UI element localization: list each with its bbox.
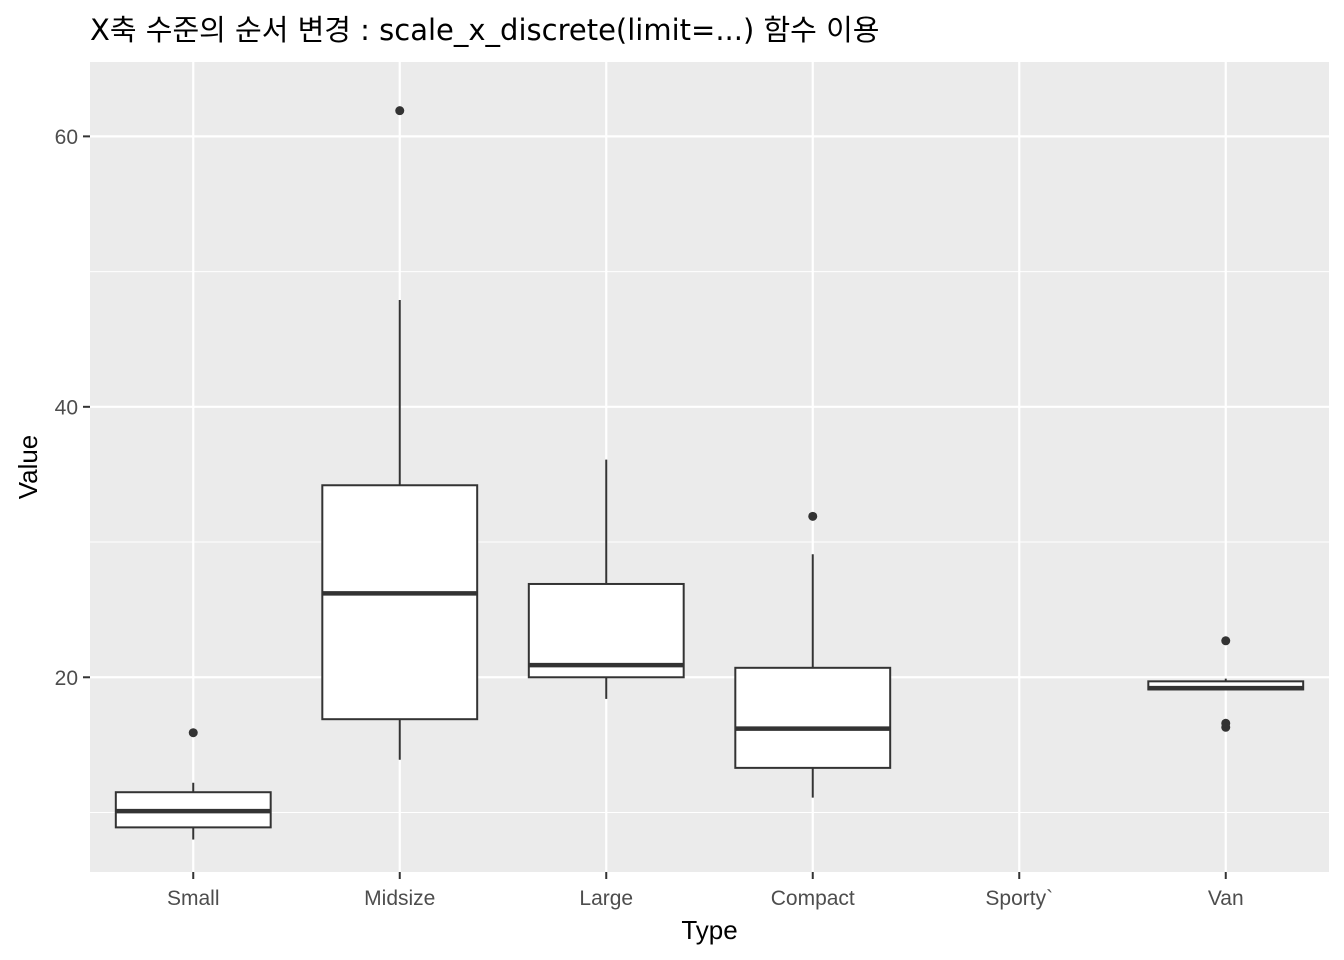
box-body <box>734 666 892 769</box>
minor-gridlines <box>90 271 1329 814</box>
box-body <box>527 582 685 679</box>
outlier-point <box>1221 636 1231 646</box>
y-tick-label: 40 <box>55 396 78 419</box>
x-tick-label: Small <box>167 887 220 910</box>
outlier-point <box>395 106 405 116</box>
box-large <box>527 459 685 699</box>
x-tick-label: Midsize <box>364 887 435 910</box>
box-van <box>1147 636 1305 732</box>
y-axis: 20 40 60 <box>55 126 90 690</box>
box-compact <box>734 511 892 798</box>
y-tick-label: 20 <box>55 667 78 690</box>
y-tick-label: 60 <box>55 126 78 149</box>
x-tick-label: Van <box>1208 887 1244 910</box>
x-axis-title: Type <box>681 915 737 945</box>
y-axis-title: Value <box>13 435 43 500</box>
x-tick-label: Compact <box>771 887 855 910</box>
plot-panel <box>90 62 1329 872</box>
x-tick-label: Sporty` <box>985 887 1053 910</box>
x-tick-label: Large <box>579 887 633 910</box>
chart-title: X축 수준의 순서 변경 : scale_x_discrete(limit=..… <box>90 13 879 47</box>
outlier-point <box>188 728 198 738</box>
box-body <box>321 484 479 721</box>
box-small <box>114 728 272 840</box>
outlier-point <box>808 511 818 521</box>
outlier-point <box>1221 718 1231 728</box>
x-axis: Small Midsize Large Compact Sporty` Van <box>167 872 1244 910</box>
box-midsize <box>321 106 479 760</box>
boxes-layer <box>114 106 1305 840</box>
